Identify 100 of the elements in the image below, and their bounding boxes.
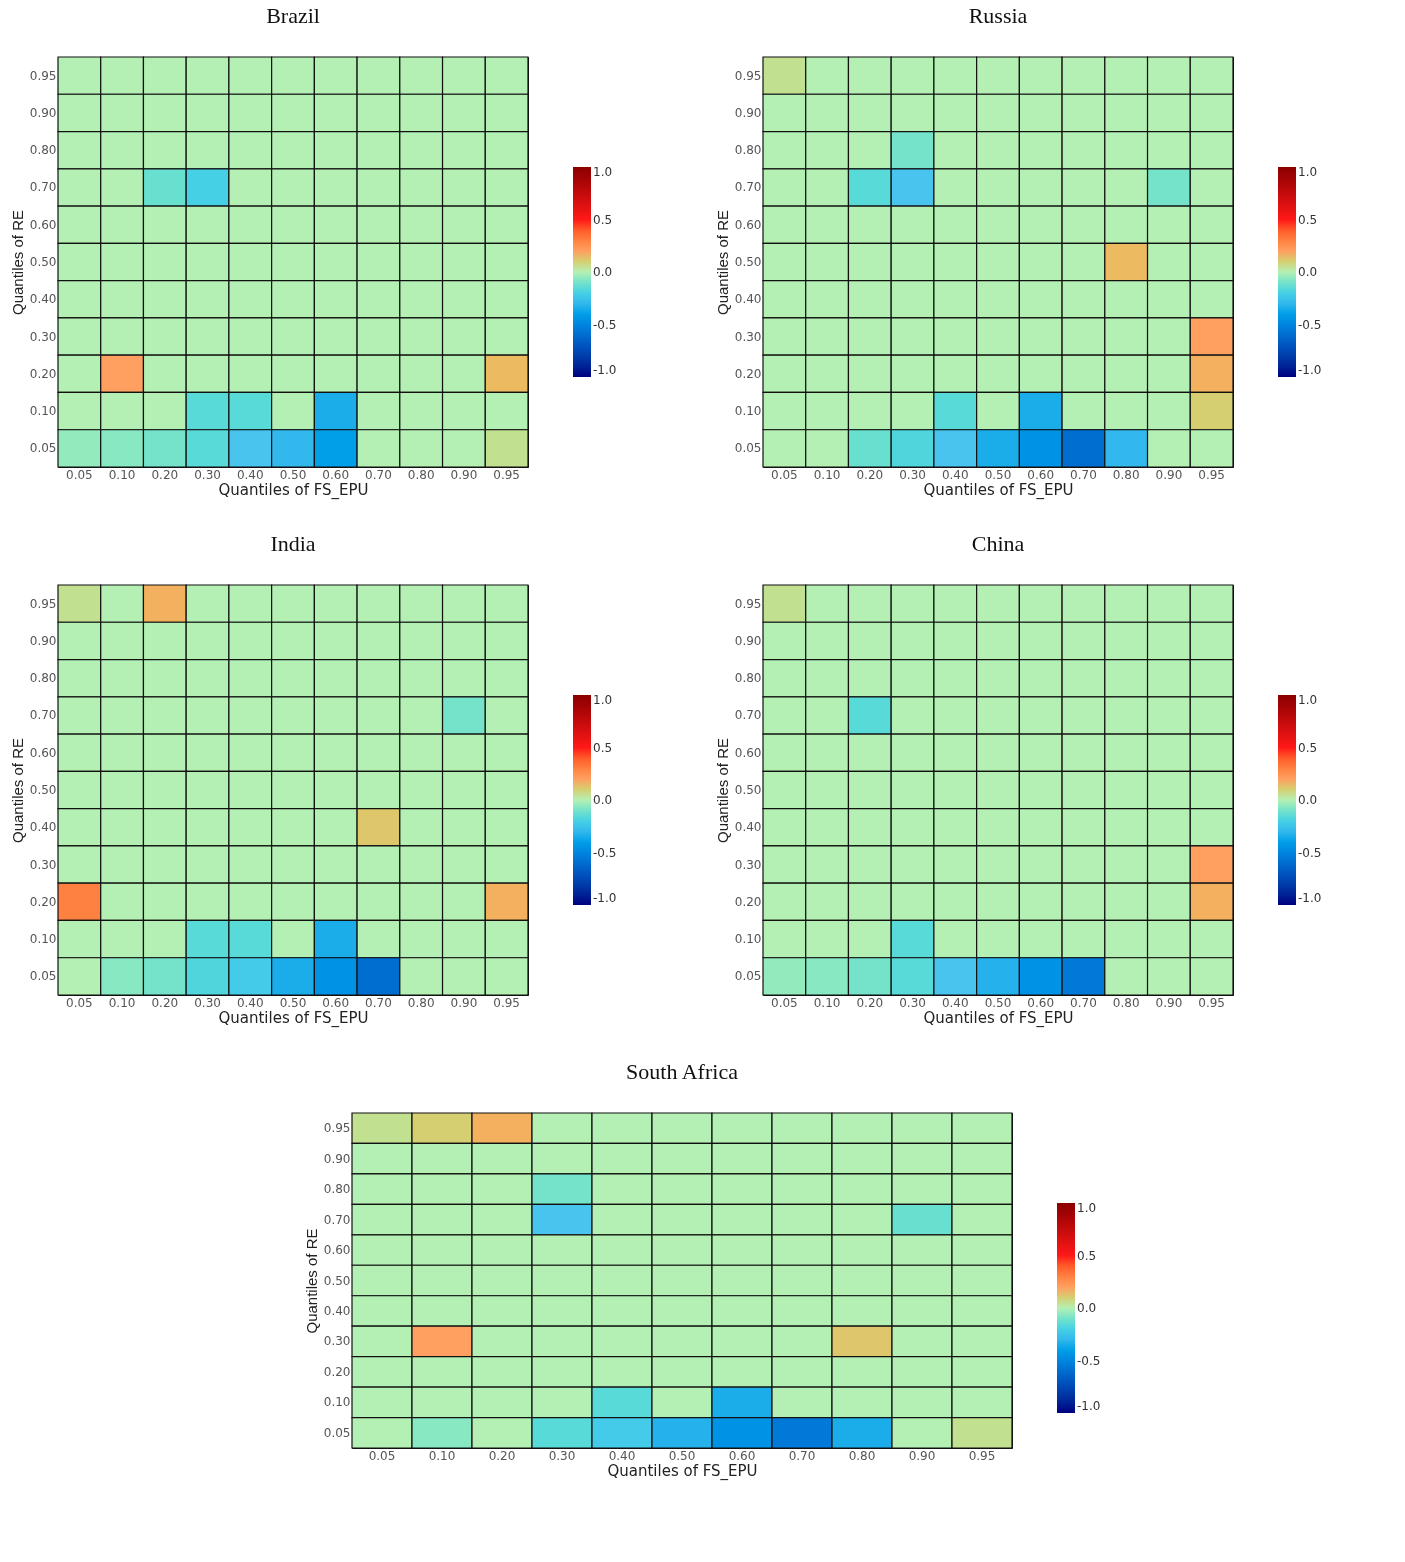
color-bar-label: 0.5	[593, 212, 613, 227]
y-axis-title: Quantiles of RE	[8, 737, 26, 844]
x-tick-label: 0.70	[788, 1448, 816, 1463]
color-bar-label: -1.0	[593, 363, 617, 377]
x-tick-label: 0.05	[771, 995, 798, 1010]
y-tick-label: 0.90	[29, 105, 57, 120]
x-tick-label: 0.05	[368, 1448, 396, 1463]
x-tick-label: 0.60	[1027, 995, 1055, 1010]
x-tick-label: 0.30	[899, 467, 926, 482]
x-tick-label: 0.70	[1070, 995, 1097, 1010]
x-tick-label: 0.95	[968, 1448, 996, 1463]
y-axis-title: Quantiles of RE	[8, 209, 26, 316]
x-tick-label: 0.80	[407, 995, 435, 1010]
y-tick-label: 0.95	[734, 596, 762, 611]
x-tick-label: 0.80	[1112, 467, 1140, 482]
y-tick-label: 0.40	[29, 292, 57, 307]
y-tick-label: 0.60	[29, 217, 57, 232]
x-tick-label: 0.95	[493, 467, 520, 482]
x-tick-label: 0.95	[1198, 467, 1225, 482]
x-tick-label: 0.60	[1027, 467, 1055, 482]
y-tick-label: 0.40	[323, 1303, 351, 1318]
color-bar-label: -0.5	[593, 317, 617, 332]
color-bar-label: -1.0	[1298, 363, 1322, 377]
x-tick-label: 0.95	[493, 995, 520, 1010]
y-tick-label: 0.90	[29, 633, 57, 648]
color-bar-label: 1.0	[1298, 165, 1318, 179]
y-tick-label: 0.10	[323, 1395, 351, 1410]
chart-title: South Africa	[626, 1059, 739, 1085]
y-tick-label: 0.05	[29, 441, 57, 456]
color-bar-label: 0.0	[593, 265, 613, 279]
y-tick-label: 0.70	[734, 708, 762, 723]
x-tick-label: 0.30	[899, 995, 926, 1010]
x-tick-label: 0.50	[279, 995, 307, 1010]
color-bar-label: 0.5	[593, 740, 613, 755]
y-axis-title: Quantiles of RE	[713, 209, 731, 316]
x-tick-label: 0.20	[856, 995, 884, 1010]
y-tick-label: 0.50	[29, 255, 57, 269]
x-tick-label: 0.30	[194, 467, 221, 482]
color-bar-label: -0.5	[1298, 845, 1322, 860]
y-tick-label: 0.10	[29, 932, 57, 947]
x-tick-label: 0.05	[771, 467, 798, 482]
x-tick-label: 0.40	[941, 467, 969, 482]
x-tick-label: 0.50	[668, 1448, 696, 1463]
x-tick-label: 0.70	[1070, 467, 1097, 482]
color-bar-label: -0.5	[1298, 317, 1322, 332]
y-tick-label: 0.50	[734, 255, 762, 269]
y-tick-label: 0.20	[29, 366, 57, 381]
color-bar-label: 1.0	[1077, 1201, 1097, 1215]
chart-title: India	[270, 531, 316, 557]
color-bar-label: 0.0	[1298, 265, 1318, 279]
y-tick-label: 0.60	[29, 745, 57, 760]
x-tick-label: 0.90	[1155, 467, 1183, 482]
y-tick-label: 0.80	[734, 671, 762, 686]
x-tick-label: 0.05	[66, 467, 93, 482]
y-tick-label: 0.80	[29, 671, 57, 686]
y-tick-label: 0.70	[734, 180, 762, 195]
y-tick-label: 0.60	[323, 1243, 351, 1258]
y-tick-label: 0.05	[323, 1425, 351, 1440]
x-tick-label: 0.50	[984, 995, 1012, 1010]
y-tick-label: 0.40	[734, 292, 762, 307]
color-bar-label: 0.5	[1077, 1248, 1097, 1263]
color-bar-label: 0.0	[593, 793, 613, 807]
y-tick-label: 0.30	[323, 1334, 351, 1349]
x-tick-label: 0.40	[236, 995, 264, 1010]
y-tick-label: 0.90	[323, 1151, 351, 1166]
color-bar-label: 0.5	[1298, 740, 1318, 755]
x-tick-label: 0.90	[450, 995, 478, 1010]
x-tick-label: 0.50	[279, 467, 307, 482]
color-bar-label: -1.0	[593, 891, 617, 905]
x-tick-label: 0.10	[813, 995, 841, 1010]
y-tick-label: 0.80	[323, 1182, 351, 1197]
y-tick-label: 0.30	[29, 857, 57, 872]
color-bar-label: 1.0	[1298, 693, 1318, 707]
x-axis-title: Quantiles of FS_EPU	[218, 1008, 369, 1028]
y-tick-label: 0.90	[734, 633, 762, 648]
y-tick-label: 0.95	[734, 68, 762, 83]
y-tick-label: 0.80	[734, 143, 762, 158]
color-bar-label: -0.5	[593, 845, 617, 860]
x-axis-title: Quantiles of FS_EPU	[923, 480, 1074, 500]
y-tick-label: 0.40	[29, 820, 57, 835]
x-tick-label: 0.90	[450, 467, 478, 482]
y-tick-label: 0.80	[29, 143, 57, 158]
x-tick-label: 0.50	[984, 467, 1012, 482]
color-bar-label: -1.0	[1077, 1399, 1101, 1413]
x-axis-title: Quantiles of FS_EPU	[923, 1008, 1074, 1028]
y-tick-label: 0.90	[734, 105, 762, 120]
x-tick-label: 0.90	[1155, 995, 1183, 1010]
y-tick-label: 0.60	[734, 745, 762, 760]
x-tick-label: 0.10	[428, 1448, 456, 1463]
x-tick-label: 0.90	[908, 1448, 936, 1463]
y-tick-label: 0.05	[734, 969, 762, 984]
y-tick-label: 0.40	[734, 820, 762, 835]
color-bar-label: 0.5	[1298, 212, 1318, 227]
x-tick-label: 0.40	[236, 467, 264, 482]
x-tick-label: 0.20	[151, 995, 179, 1010]
y-tick-label: 0.95	[29, 68, 57, 83]
y-tick-label: 0.70	[29, 180, 57, 195]
y-tick-label: 0.10	[734, 404, 762, 419]
y-tick-label: 0.50	[734, 783, 762, 797]
y-tick-label: 0.20	[734, 366, 762, 381]
